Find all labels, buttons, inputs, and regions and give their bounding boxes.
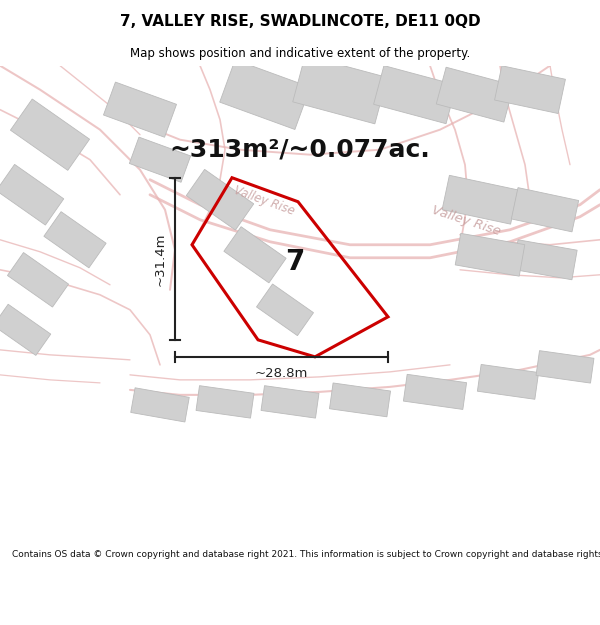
Polygon shape	[0, 304, 51, 356]
Polygon shape	[478, 364, 539, 399]
Text: 7: 7	[286, 248, 305, 276]
Text: ~31.4m: ~31.4m	[154, 232, 167, 286]
Polygon shape	[494, 66, 565, 114]
Polygon shape	[511, 188, 578, 232]
Polygon shape	[436, 68, 514, 122]
Text: 7, VALLEY RISE, SWADLINCOTE, DE11 0QD: 7, VALLEY RISE, SWADLINCOTE, DE11 0QD	[119, 14, 481, 29]
Polygon shape	[455, 233, 525, 276]
Text: Valley Rise: Valley Rise	[232, 184, 296, 218]
Polygon shape	[10, 99, 89, 171]
Polygon shape	[403, 374, 467, 409]
Polygon shape	[196, 386, 254, 418]
Text: Contains OS data © Crown copyright and database right 2021. This information is : Contains OS data © Crown copyright and d…	[12, 550, 600, 559]
Polygon shape	[131, 388, 189, 422]
Polygon shape	[329, 383, 391, 417]
Polygon shape	[186, 169, 254, 230]
Polygon shape	[130, 137, 191, 182]
Text: Valley Rise: Valley Rise	[430, 203, 502, 238]
Polygon shape	[0, 164, 64, 225]
Polygon shape	[256, 284, 314, 336]
Text: ~313m²/~0.077ac.: ~313m²/~0.077ac.	[170, 138, 430, 162]
Polygon shape	[44, 212, 106, 268]
Polygon shape	[374, 66, 457, 124]
Polygon shape	[513, 240, 577, 280]
Polygon shape	[261, 386, 319, 418]
Polygon shape	[536, 351, 594, 383]
Polygon shape	[293, 56, 387, 124]
Polygon shape	[442, 176, 518, 224]
Text: Map shows position and indicative extent of the property.: Map shows position and indicative extent…	[130, 48, 470, 60]
Polygon shape	[103, 82, 176, 138]
Polygon shape	[220, 60, 310, 129]
Text: ~28.8m: ~28.8m	[255, 367, 308, 380]
Polygon shape	[224, 227, 286, 283]
Polygon shape	[7, 253, 68, 307]
